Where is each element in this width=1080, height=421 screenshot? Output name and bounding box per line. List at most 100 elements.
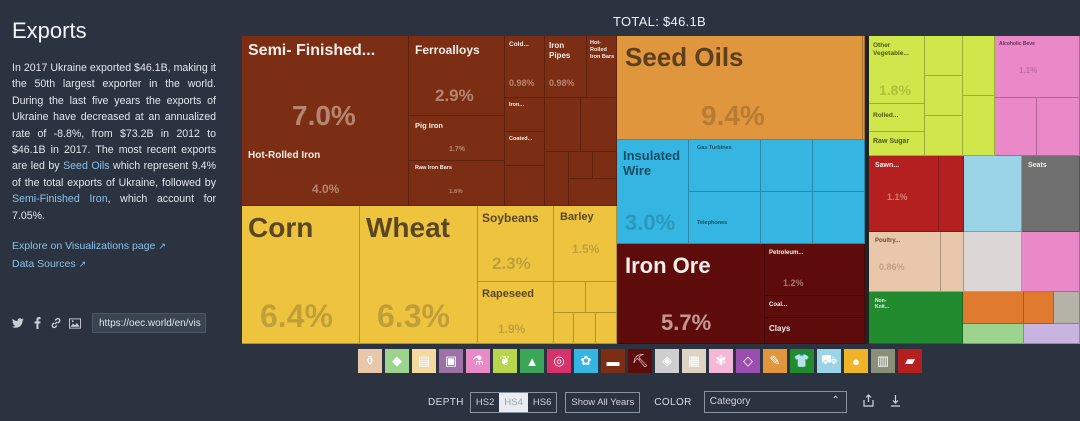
tile-rolled-tobacco[interactable]: Rolled... <box>869 104 925 132</box>
tile-metals-small[interactable] <box>581 98 617 152</box>
tile-hot-rolled-iron-bars[interactable]: Hot-Rolled Iron Bars <box>587 36 617 98</box>
tile-wheat[interactable]: Wheat 6.3% <box>360 206 478 344</box>
tile-seats[interactable]: Seats <box>1022 156 1080 232</box>
tile-pig-iron[interactable]: Pig Iron 1.7% <box>409 116 505 161</box>
tile-foodstuffs-small[interactable] <box>963 96 995 156</box>
tile-metals-small[interactable] <box>505 166 545 206</box>
tile-seed-oils[interactable]: Seed Oils 9.4% <box>617 36 863 140</box>
tile-foodstuffs-small[interactable] <box>925 116 963 156</box>
explore-link[interactable]: Explore on Visualizations page ↗ <box>12 240 166 253</box>
share-url-input[interactable]: https://oec.world/en/vis <box>92 313 206 333</box>
instruments-icon[interactable]: ✎ <box>763 349 787 373</box>
tile-machines-small[interactable] <box>761 140 813 192</box>
tile-other-vegetable[interactable]: Other Vegetable... 1.8% <box>869 36 925 104</box>
tile-insulated-wire[interactable]: Insulated Wire 3.0% <box>617 140 689 244</box>
tile-metals-small[interactable] <box>569 179 617 206</box>
tile-machines-small[interactable] <box>813 192 865 244</box>
tile-coal[interactable]: Coal... <box>765 296 865 318</box>
tile-semi-finished-iron[interactable]: Semi- Finished... 7.0% Hot-Rolled Iron 4… <box>242 36 409 206</box>
link-icon[interactable] <box>50 317 62 329</box>
mineral-products-icon[interactable]: ⛏ <box>628 349 652 373</box>
tile-vegetables-small[interactable] <box>554 282 586 313</box>
tile-corn[interactable]: Corn 6.4% <box>242 206 360 344</box>
tile-misc-small[interactable] <box>963 324 1024 344</box>
tile-soybeans[interactable]: Soybeans 2.3% <box>478 206 554 282</box>
download-icon[interactable] <box>890 394 901 410</box>
tile-barley[interactable]: Barley 1.5% <box>554 206 617 282</box>
tile-animal-small[interactable] <box>941 232 964 292</box>
foodstuffs-icon[interactable]: ● <box>844 349 868 373</box>
tile-other-small[interactable] <box>964 232 1022 292</box>
image-icon[interactable] <box>69 317 81 329</box>
stone-glass-icon[interactable]: ▦ <box>682 349 706 373</box>
tile-foodstuffs-small[interactable] <box>925 76 963 116</box>
tile-clays[interactable]: Clays <box>765 318 865 344</box>
weapons-icon[interactable]: ✾ <box>709 349 733 373</box>
tile-petroleum[interactable]: Petroleum... 1.2% <box>765 244 865 296</box>
tile-metals-small[interactable] <box>545 98 581 152</box>
tile-plastics[interactable] <box>963 292 1024 324</box>
tile-telephones[interactable]: Telephones <box>689 192 761 244</box>
exports-treemap[interactable]: Semi- Finished... 7.0% Hot-Rolled Iron 4… <box>242 36 1080 344</box>
animal-hides-icon[interactable]: ◆ <box>385 349 409 373</box>
depth-hs2-button[interactable]: HS2 <box>475 396 495 408</box>
tile-iron-ore[interactable]: Iron Ore 5.7% <box>617 244 765 344</box>
stone-icon[interactable]: ▰ <box>898 349 922 373</box>
tile-vegetables-small[interactable] <box>596 313 617 344</box>
paper-goods-icon[interactable]: ▤ <box>412 349 436 373</box>
tile-coated-iron[interactable]: Coated... <box>505 132 545 166</box>
tile-metals-small[interactable] <box>545 152 569 206</box>
tile-gas-turbines[interactable]: Gas Turbines <box>689 140 761 192</box>
tile-machines-small[interactable] <box>813 140 865 192</box>
tile-raw-sugar[interactable]: Raw Sugar <box>869 132 925 156</box>
art-antiques-icon[interactable]: ▣ <box>439 349 463 373</box>
tile-chemicals-small[interactable] <box>995 98 1037 156</box>
metals-icon[interactable]: ▬ <box>601 349 625 373</box>
depth-hs6-button[interactable]: HS6 <box>532 396 552 408</box>
chemical-products-icon[interactable]: ⚗ <box>466 349 490 373</box>
tile-alcoholic-beverages[interactable]: Alcoholic Beve 1.1% <box>995 36 1080 98</box>
tile-fats-small[interactable] <box>863 36 865 140</box>
tile-raw-iron-bars[interactable]: Raw Iron Bars 1.6% <box>409 161 505 206</box>
semi-finished-iron-link[interactable]: Semi-Finished Iron <box>12 193 108 206</box>
tile-vegetables-small[interactable] <box>554 313 574 344</box>
tile-rapeseed[interactable]: Rapeseed 1.9% <box>478 282 554 344</box>
tile-plastics-small[interactable] <box>1024 292 1054 324</box>
tile-metals-small[interactable] <box>593 152 617 179</box>
tile-machines-small[interactable] <box>761 192 813 244</box>
tile-misc-small[interactable] <box>1024 324 1080 344</box>
vegetable-products-icon[interactable]: ❦ <box>493 349 517 373</box>
plastics-icon[interactable]: ◎ <box>547 349 571 373</box>
animal-products-icon[interactable]: ⚱ <box>358 349 382 373</box>
tile-sawn-wood[interactable]: Sawn... 1.1% <box>869 156 939 232</box>
tile-metals-small[interactable] <box>569 152 593 179</box>
wood-products-icon[interactable]: ▥ <box>871 349 895 373</box>
tile-poultry[interactable]: Poultry... 0.86% <box>869 232 941 292</box>
tile-foodstuffs-small[interactable] <box>963 36 995 96</box>
machines-icon[interactable]: ✿ <box>574 349 598 373</box>
transportation-icon[interactable]: ⛟ <box>817 349 841 373</box>
footwear-icon[interactable]: ▲ <box>520 349 544 373</box>
twitter-icon[interactable] <box>12 317 24 329</box>
miscellaneous-icon[interactable]: ◈ <box>655 349 679 373</box>
tile-non-knit[interactable]: Non-Knit... <box>869 292 963 344</box>
tile-ferroalloys[interactable]: Ferroalloys 2.9% <box>409 36 505 116</box>
tile-transportation-small[interactable] <box>964 156 1022 232</box>
tile-vegetables-small[interactable] <box>574 313 596 344</box>
color-select[interactable]: Category ⌃ <box>703 391 847 413</box>
tile-foodstuffs-small[interactable] <box>925 36 963 76</box>
tile-vegetables-small[interactable] <box>586 282 617 313</box>
facebook-icon[interactable] <box>31 317 43 329</box>
tile-wood-small[interactable] <box>939 156 964 232</box>
share-icon[interactable] <box>863 394 874 410</box>
show-all-years-button[interactable]: Show All Years <box>565 391 641 413</box>
depth-hs4-button[interactable]: HS4 <box>499 392 528 412</box>
seed-oils-link[interactable]: Seed Oils <box>63 160 110 173</box>
tile-chemicals-small[interactable] <box>1037 98 1080 156</box>
data-sources-link[interactable]: Data Sources ↗ <box>12 258 87 271</box>
tile-iron-other[interactable]: Iron... <box>505 98 545 132</box>
tile-iron-pipes[interactable]: Iron Pipes 0.98% <box>545 36 587 98</box>
tile-cold-rolled-iron[interactable]: Cold... 0.98% <box>505 36 545 98</box>
tile-stone-small[interactable] <box>1054 292 1080 324</box>
tile-chemicals-small[interactable] <box>1022 232 1080 292</box>
